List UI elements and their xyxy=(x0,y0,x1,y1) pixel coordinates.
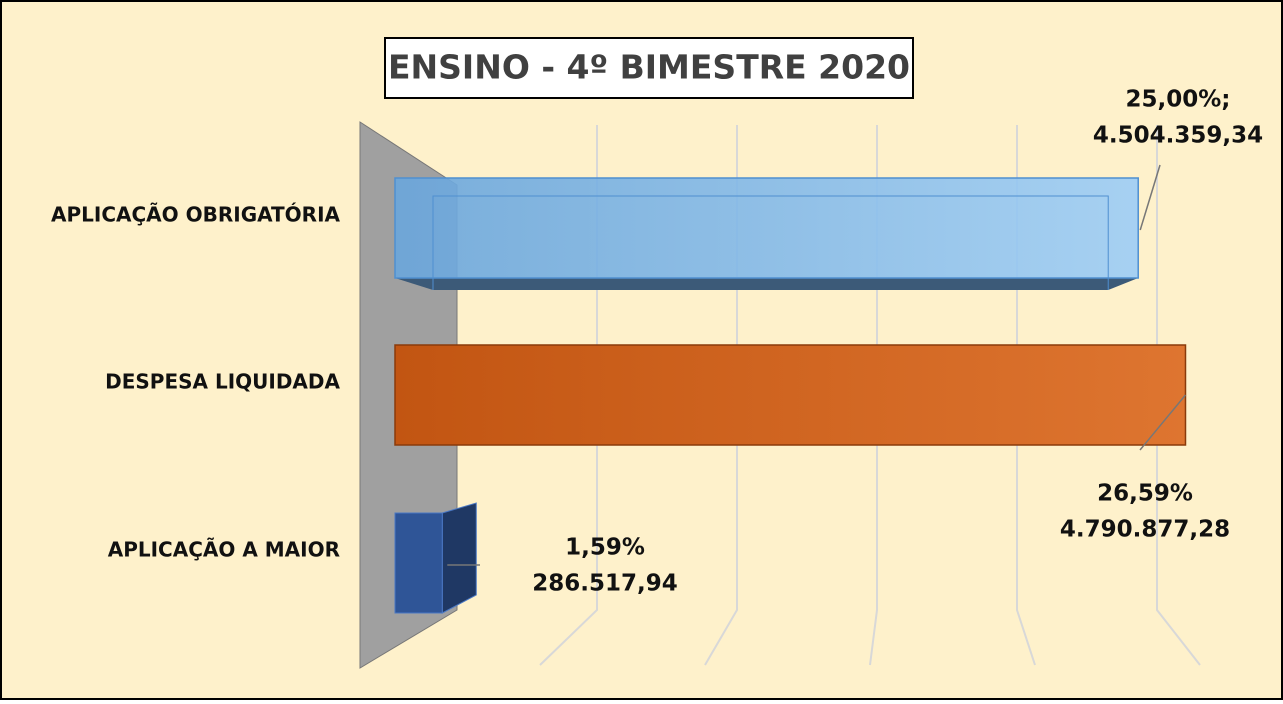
value-label: 286.517,94 xyxy=(532,571,678,597)
bar-bottom xyxy=(395,278,1139,290)
bar-edge xyxy=(432,195,1109,290)
value-label: 4.790.877,28 xyxy=(1060,517,1230,543)
category-label: APLICAÇÃO A MAIOR xyxy=(108,538,340,562)
title-box xyxy=(384,37,914,99)
category-label: APLICAÇÃO OBRIGATÓRIA xyxy=(51,203,341,227)
percent-label: 26,59% xyxy=(1097,481,1193,507)
category-label: DESPESA LIQUIDADA xyxy=(105,370,340,394)
percent-label: 1,59% xyxy=(565,535,645,561)
bar-side xyxy=(441,502,477,614)
bar xyxy=(394,344,1187,446)
bar xyxy=(394,512,443,614)
leader-line xyxy=(1139,164,1161,231)
chart-title: ENSINO - 4º BIMESTRE 2020 xyxy=(388,48,910,87)
grid-line xyxy=(1156,125,1201,666)
leader-line xyxy=(1139,394,1187,451)
percent-label: 25,00%; xyxy=(1126,87,1231,113)
value-label: 4.504.359,34 xyxy=(1093,123,1263,149)
bar xyxy=(394,177,1139,279)
